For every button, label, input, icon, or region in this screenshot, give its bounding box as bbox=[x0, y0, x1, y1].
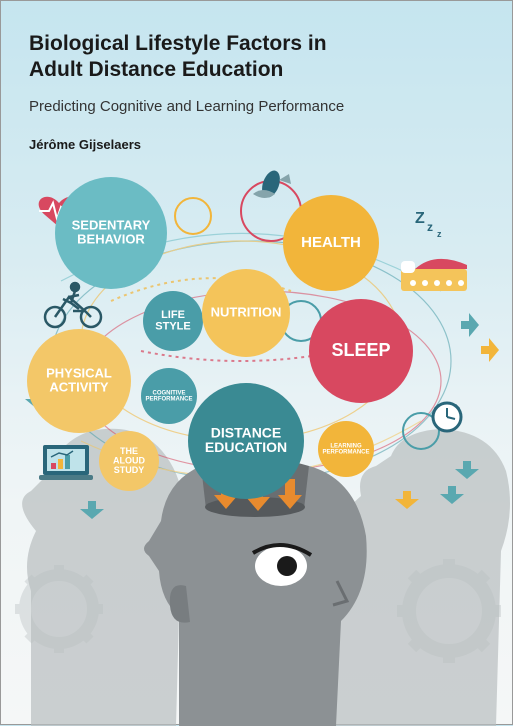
outline-circle bbox=[281, 301, 321, 341]
bubble-label: PERFORMANCE bbox=[145, 397, 192, 403]
page-subtitle: Predicting Cognitive and Learning Perfor… bbox=[29, 98, 484, 115]
bubble-label: SLEEP bbox=[331, 340, 390, 360]
bubble-distance: DISTANCEEDUCATION bbox=[188, 383, 304, 499]
bubble-nutrition: NUTRITION bbox=[202, 269, 290, 357]
zzz-icon: Z z z bbox=[415, 210, 442, 239]
dotted-connectors bbox=[111, 278, 341, 361]
heart-icon bbox=[39, 197, 80, 227]
clock-icon bbox=[433, 403, 461, 431]
cyclist-icon bbox=[45, 283, 101, 327]
laptop-icon bbox=[39, 445, 93, 480]
outline-circle bbox=[175, 198, 211, 234]
svg-text:z: z bbox=[437, 229, 442, 239]
title-line1: Biological Lifestyle Factors in bbox=[29, 32, 327, 55]
scatter-arrows bbox=[25, 313, 499, 519]
bubble-label: STYLE bbox=[155, 321, 190, 333]
bubble-label: LEARNING bbox=[330, 443, 362, 449]
bubble-label: ALOUD bbox=[113, 455, 145, 465]
head-silhouette-right bbox=[335, 429, 510, 726]
bubble-label: EDUCATION bbox=[205, 439, 287, 455]
author-name: Jérôme Gijselaers bbox=[29, 137, 484, 152]
input-arrows bbox=[214, 479, 302, 511]
bubble-learning: LEARNINGPERFORMANCE bbox=[318, 421, 374, 477]
bubble-sedentary: SEDENTARYBEHAVIOR bbox=[55, 177, 167, 289]
bed-icon bbox=[401, 259, 467, 291]
gear-icon bbox=[15, 559, 501, 663]
bubble-label: COGNITIVE bbox=[152, 390, 185, 396]
bubble-label: ACTIVITY bbox=[49, 379, 109, 394]
page-title: Biological Lifestyle Factors in Adult Di… bbox=[29, 31, 484, 84]
bubble-physical: PHYSICALACTIVITY bbox=[27, 329, 131, 433]
title-line2: Adult Distance Education bbox=[29, 58, 283, 81]
bubble-aloud: THEALOUDSTUDY bbox=[99, 431, 159, 491]
svg-text:z: z bbox=[427, 220, 433, 234]
bubble-health: HEALTH bbox=[283, 195, 379, 291]
main-head bbox=[144, 458, 367, 726]
bubble-label: DISTANCE bbox=[211, 424, 282, 440]
bubble-label: PERFORMANCE bbox=[322, 450, 369, 456]
bubble-label: NUTRITION bbox=[211, 304, 282, 319]
bubble-label: HEALTH bbox=[301, 234, 361, 251]
head-silhouette-left bbox=[22, 429, 184, 726]
bubble-label: BEHAVIOR bbox=[77, 231, 145, 246]
bubble-label: LIFE bbox=[161, 309, 185, 321]
bubble-lifestyle: LIFESTYLE bbox=[143, 291, 203, 351]
outline-circle bbox=[241, 181, 301, 241]
svg-text:Z: Z bbox=[415, 210, 425, 227]
bubbles-layer: SEDENTARYBEHAVIOR HEALTH LIFESTYLE NUTRITIO… bbox=[27, 177, 413, 499]
bubble-sleep: SLEEP bbox=[309, 299, 413, 403]
bubble-label: PHYSICAL bbox=[46, 366, 112, 381]
connector-lines bbox=[51, 233, 451, 481]
outline-circles bbox=[175, 181, 439, 449]
bubble-label: THE bbox=[120, 446, 138, 456]
bubble-label: SEDENTARY bbox=[72, 218, 151, 233]
bubble-cognitive: COGNITIVEPERFORMANCE bbox=[141, 368, 197, 424]
bubble-label: STUDY bbox=[114, 465, 145, 475]
outline-circle bbox=[403, 413, 439, 449]
food-icon bbox=[253, 168, 291, 200]
